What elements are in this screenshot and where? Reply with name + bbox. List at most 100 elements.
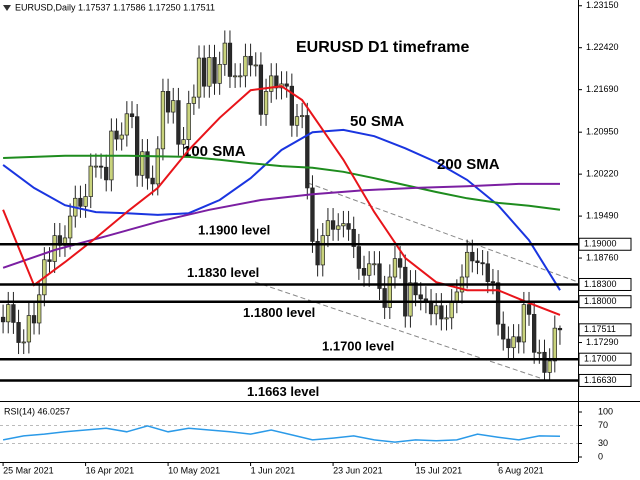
candle-body: [11, 304, 16, 323]
candle-body: [449, 301, 454, 319]
candle-body: [196, 57, 202, 98]
y-tick-label: 1.20950: [586, 127, 619, 137]
y-tick-label: 1.18760: [586, 252, 619, 262]
candle-body: [47, 259, 52, 262]
candle-body: [232, 75, 238, 78]
candle-body: [181, 139, 186, 145]
candle-body: [176, 100, 181, 145]
candle-body: [532, 314, 537, 353]
candle-body: [37, 294, 42, 324]
level-price-label: 1.18000: [584, 296, 617, 306]
x-tick-label: 16 Apr 2021: [86, 465, 135, 475]
candle-body: [413, 282, 418, 296]
chart-title: EURUSD D1 timeframe: [296, 39, 469, 56]
level-price-box: [578, 237, 632, 251]
candle-body: [289, 85, 294, 126]
candle-body: [52, 235, 57, 262]
level-price-box: [578, 277, 632, 291]
candle-body: [387, 276, 392, 308]
level-annotation: 1.1900 level: [198, 223, 270, 238]
last-price-box: [578, 323, 632, 337]
candle-body: [454, 291, 459, 303]
series-label: 50 SMA: [350, 113, 404, 130]
candle-body: [171, 100, 176, 113]
candle-body: [537, 351, 542, 354]
candle-body: [475, 260, 480, 263]
series-label: 100 SMA: [183, 143, 246, 160]
level-annotation: 1.1663 level: [247, 384, 319, 399]
rsi-title: RSI(14) 46.0257: [4, 406, 70, 416]
candle-body: [382, 288, 387, 308]
candle-body: [145, 151, 150, 179]
level-price-label: 1.17000: [584, 354, 617, 364]
candle-body: [516, 336, 521, 343]
candle-body: [31, 315, 37, 324]
level-annotation: 1.1700 level: [322, 339, 394, 354]
x-tick-label: 10 May 2021: [168, 465, 220, 475]
rsi-tick-label: 30: [598, 438, 608, 448]
menu-icon[interactable]: [3, 5, 11, 11]
x-tick-label: 6 Aug 2021: [498, 465, 544, 475]
y-tick-label: 1.19490: [586, 210, 619, 220]
candle-body: [521, 304, 527, 343]
candle-body: [511, 336, 516, 349]
rsi-tick-label: 0: [598, 451, 603, 461]
candle-body: [310, 187, 315, 242]
candle-body: [330, 220, 336, 230]
candle-body: [140, 151, 145, 176]
candle-body: [557, 327, 563, 331]
candle-body: [88, 165, 93, 197]
candle-body: [124, 113, 129, 136]
candle-body: [6, 304, 11, 323]
x-tick-label: 25 Mar 2021: [3, 465, 54, 475]
candle-body: [165, 91, 171, 113]
y-tick-label: 1.21690: [586, 84, 619, 94]
candle-body: [351, 228, 356, 247]
rsi-tick-label: 100: [598, 406, 613, 416]
candle-body: [253, 64, 258, 67]
x-tick-label: 15 Jul 2021: [416, 465, 463, 475]
candle-body: [464, 251, 470, 278]
candle-body: [367, 263, 372, 276]
candle-body: [155, 148, 160, 185]
candle-body: [238, 75, 243, 78]
candle-body: [191, 96, 197, 104]
candle-body: [392, 258, 398, 278]
candle-body: [83, 196, 88, 207]
candle-body: [372, 263, 377, 266]
candle-body: [325, 220, 331, 236]
moving-average: [3, 154, 561, 211]
candle-body: [439, 305, 444, 320]
series-label: 200 SMA: [437, 156, 500, 173]
candle-body: [336, 225, 341, 230]
candle-body: [114, 130, 119, 140]
candle-body: [0, 316, 6, 323]
candle-body: [274, 75, 279, 89]
candle-body: [320, 235, 325, 266]
candle-body: [542, 351, 547, 373]
y-tick-label: 1.23150: [586, 0, 619, 10]
level-price-label: 1.19000: [584, 239, 617, 249]
candle-body: [150, 177, 155, 185]
level-price-label: 1.16630: [584, 375, 617, 385]
chart-header: EURUSD,Daily 1.17537 1.17586 1.17250 1.1…: [15, 2, 215, 12]
channel-lower: [254, 281, 541, 379]
candle-body: [428, 301, 434, 315]
moving-average: [2, 182, 560, 269]
candle-body: [227, 42, 233, 77]
candle-body: [222, 42, 227, 65]
candle-body: [129, 113, 135, 118]
candle-body: [341, 223, 346, 227]
level-annotation: 1.1830 level: [187, 265, 259, 280]
candle-body: [135, 116, 140, 176]
y-tick-label: 1.20220: [586, 169, 619, 179]
candle-body: [294, 116, 300, 126]
candle-body: [346, 223, 351, 230]
candle-body: [377, 263, 382, 289]
candle-body: [490, 281, 496, 284]
x-tick-label: 23 Jun 2021: [333, 465, 383, 475]
candle-body: [284, 83, 289, 87]
